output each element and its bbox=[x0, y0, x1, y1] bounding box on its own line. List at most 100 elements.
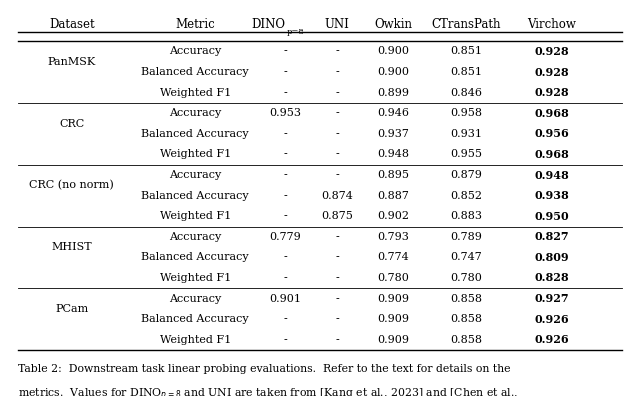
Text: 0.858: 0.858 bbox=[450, 314, 482, 324]
Text: 0.851: 0.851 bbox=[450, 46, 482, 57]
Text: Balanced Accuracy: Balanced Accuracy bbox=[141, 190, 249, 201]
Text: Weighted F1: Weighted F1 bbox=[159, 335, 231, 345]
Text: Weighted F1: Weighted F1 bbox=[159, 88, 231, 98]
Text: 0.789: 0.789 bbox=[450, 232, 482, 242]
Text: 0.851: 0.851 bbox=[450, 67, 482, 77]
Text: 0.928: 0.928 bbox=[534, 87, 569, 98]
Text: 0.948: 0.948 bbox=[534, 169, 569, 181]
Text: 0.909: 0.909 bbox=[377, 335, 409, 345]
Text: 0.909: 0.909 bbox=[377, 293, 409, 304]
Text: -: - bbox=[335, 88, 339, 98]
Text: 0.927: 0.927 bbox=[534, 293, 569, 304]
Text: 0.968: 0.968 bbox=[534, 149, 569, 160]
Text: -: - bbox=[335, 67, 339, 77]
Text: 0.901: 0.901 bbox=[269, 293, 301, 304]
Text: 0.902: 0.902 bbox=[377, 211, 409, 221]
Text: 0.956: 0.956 bbox=[534, 128, 569, 139]
Text: PCam: PCam bbox=[55, 304, 88, 314]
Text: PanMSK: PanMSK bbox=[47, 57, 96, 67]
Text: CTransPath: CTransPath bbox=[431, 18, 500, 31]
Text: -: - bbox=[284, 314, 287, 324]
Text: Virchow: Virchow bbox=[527, 18, 576, 31]
Text: -: - bbox=[284, 252, 287, 263]
Text: Weighted F1: Weighted F1 bbox=[159, 273, 231, 283]
Text: Balanced Accuracy: Balanced Accuracy bbox=[141, 67, 249, 77]
Text: Accuracy: Accuracy bbox=[169, 46, 221, 57]
Text: Balanced Accuracy: Balanced Accuracy bbox=[141, 314, 249, 324]
Text: 0.926: 0.926 bbox=[534, 334, 569, 345]
Text: MHIST: MHIST bbox=[51, 242, 92, 252]
Text: 0.875: 0.875 bbox=[321, 211, 353, 221]
Text: -: - bbox=[284, 67, 287, 77]
Text: 0.928: 0.928 bbox=[534, 67, 569, 78]
Text: 0.747: 0.747 bbox=[450, 252, 482, 263]
Text: 0.780: 0.780 bbox=[377, 273, 409, 283]
Text: 0.900: 0.900 bbox=[377, 67, 409, 77]
Text: CRC (no norm): CRC (no norm) bbox=[29, 180, 114, 190]
Text: CRC: CRC bbox=[59, 118, 84, 129]
Text: UNI: UNI bbox=[325, 18, 349, 31]
Text: 0.938: 0.938 bbox=[534, 190, 569, 201]
Text: -: - bbox=[335, 252, 339, 263]
Text: 0.793: 0.793 bbox=[377, 232, 409, 242]
Text: 0.899: 0.899 bbox=[377, 88, 409, 98]
Text: -: - bbox=[284, 170, 287, 180]
Text: DINO: DINO bbox=[252, 18, 285, 31]
Text: -: - bbox=[284, 190, 287, 201]
Text: 0.926: 0.926 bbox=[534, 314, 569, 325]
Text: 0.953: 0.953 bbox=[269, 108, 301, 118]
Text: Balanced Accuracy: Balanced Accuracy bbox=[141, 129, 249, 139]
Text: -: - bbox=[335, 46, 339, 57]
Text: Accuracy: Accuracy bbox=[169, 108, 221, 118]
Text: Weighted F1: Weighted F1 bbox=[159, 149, 231, 160]
Text: 0.948: 0.948 bbox=[377, 149, 409, 160]
Text: 0.958: 0.958 bbox=[450, 108, 482, 118]
Text: 0.968: 0.968 bbox=[534, 108, 569, 119]
Text: metrics.  Values for DINO$_{p=8}$ and UNI are taken from [Kang et al., 2023] and: metrics. Values for DINO$_{p=8}$ and UNI… bbox=[18, 387, 518, 396]
Text: 0.809: 0.809 bbox=[534, 252, 569, 263]
Text: 0.950: 0.950 bbox=[534, 211, 569, 222]
Text: Accuracy: Accuracy bbox=[169, 293, 221, 304]
Text: -: - bbox=[335, 170, 339, 180]
Text: -: - bbox=[284, 129, 287, 139]
Text: -: - bbox=[335, 149, 339, 160]
Text: 0.909: 0.909 bbox=[377, 314, 409, 324]
Text: 0.887: 0.887 bbox=[377, 190, 409, 201]
Text: -: - bbox=[335, 232, 339, 242]
Text: Metric: Metric bbox=[175, 18, 215, 31]
Text: Balanced Accuracy: Balanced Accuracy bbox=[141, 252, 249, 263]
Text: 0.852: 0.852 bbox=[450, 190, 482, 201]
Text: 0.858: 0.858 bbox=[450, 335, 482, 345]
Text: -: - bbox=[284, 211, 287, 221]
Text: -: - bbox=[335, 129, 339, 139]
Text: -: - bbox=[335, 273, 339, 283]
Text: Dataset: Dataset bbox=[49, 18, 95, 31]
Text: 0.883: 0.883 bbox=[450, 211, 482, 221]
Text: 0.779: 0.779 bbox=[269, 232, 301, 242]
Text: 0.937: 0.937 bbox=[377, 129, 409, 139]
Text: -: - bbox=[284, 88, 287, 98]
Text: 0.858: 0.858 bbox=[450, 293, 482, 304]
Text: -: - bbox=[335, 293, 339, 304]
Text: Owkin: Owkin bbox=[374, 18, 412, 31]
Text: 0.928: 0.928 bbox=[534, 46, 569, 57]
Text: -: - bbox=[284, 273, 287, 283]
Text: 0.955: 0.955 bbox=[450, 149, 482, 160]
Text: 0.874: 0.874 bbox=[321, 190, 353, 201]
Text: Table 2:  Downstream task linear probing evaluations.  Refer to the text for det: Table 2: Downstream task linear probing … bbox=[18, 364, 511, 374]
Text: -: - bbox=[284, 335, 287, 345]
Text: 0.895: 0.895 bbox=[377, 170, 409, 180]
Text: -: - bbox=[335, 314, 339, 324]
Text: 0.828: 0.828 bbox=[534, 272, 569, 284]
Text: 0.774: 0.774 bbox=[377, 252, 409, 263]
Text: -: - bbox=[335, 108, 339, 118]
Text: p=8: p=8 bbox=[287, 28, 305, 36]
Text: -: - bbox=[284, 149, 287, 160]
Text: 0.900: 0.900 bbox=[377, 46, 409, 57]
Text: -: - bbox=[284, 46, 287, 57]
Text: Accuracy: Accuracy bbox=[169, 170, 221, 180]
Text: 0.846: 0.846 bbox=[450, 88, 482, 98]
Text: 0.879: 0.879 bbox=[450, 170, 482, 180]
Text: Weighted F1: Weighted F1 bbox=[159, 211, 231, 221]
Text: 0.827: 0.827 bbox=[534, 231, 569, 242]
